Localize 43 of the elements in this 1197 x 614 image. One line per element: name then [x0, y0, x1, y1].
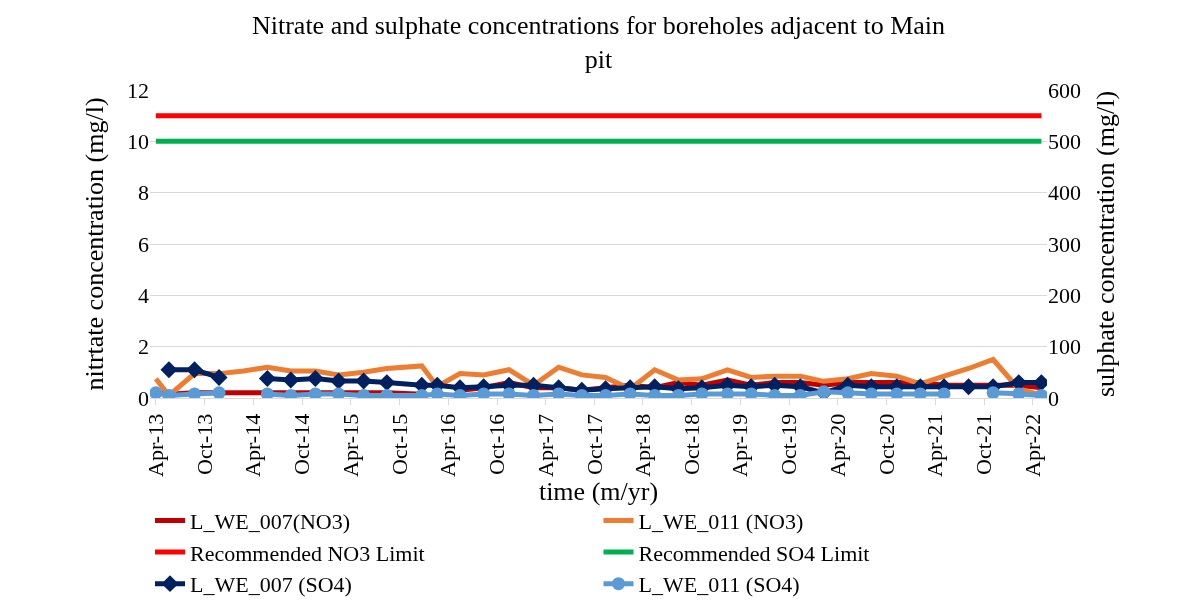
- x-tick-label: Apr-15: [337, 413, 363, 477]
- legend-label: L_WE_011 (SO4): [638, 572, 800, 598]
- y2-tick-label: 400: [1048, 180, 1081, 206]
- x-tick-label: Apr-17: [532, 413, 558, 477]
- legend-label: L_WE_007(NO3): [190, 509, 351, 535]
- legend-label: Recommended SO4 Limit: [638, 540, 870, 566]
- y-tick-label: 10: [127, 129, 149, 155]
- y2-tick-label: 200: [1048, 283, 1081, 309]
- y-tick-label: 8: [138, 180, 149, 206]
- y2-tick-label: 500: [1048, 129, 1081, 155]
- x-tick-label: Apr-19: [727, 413, 753, 477]
- x-tick-label: Oct-14: [289, 413, 315, 475]
- x-tick-label: Oct-17: [581, 413, 607, 475]
- x-tick-label: Apr-14: [240, 413, 266, 477]
- chart-title: Nitrate and sulphate concentrations for boreholes adjacent to Main pit: [251, 10, 946, 74]
- y-tick-label: 4: [138, 283, 149, 309]
- y-axis-title: nitrtate concentration (mg/l): [80, 97, 110, 391]
- x-tick-label: Oct-18: [678, 413, 704, 475]
- x-tick-label: Oct-15: [386, 413, 412, 475]
- y-tick-label: 2: [138, 334, 149, 360]
- y2-axis-title: sulphate concentration (mg/l): [1090, 90, 1120, 398]
- x-tick-label: Oct-21: [971, 413, 997, 475]
- legend-label: Recommended NO3 Limit: [190, 540, 425, 566]
- x-tick-label: Apr-20: [825, 413, 851, 477]
- x-tick-label: Oct-16: [484, 413, 510, 475]
- y2-tick-label: 0: [1048, 385, 1059, 411]
- x-tick-label: Apr-13: [143, 413, 169, 477]
- y2-tick-label: 300: [1048, 231, 1081, 257]
- y-tick-label: 6: [138, 231, 149, 257]
- x-axis-title: time (m/yr): [538, 476, 659, 506]
- legend-label: L_WE_007 (SO4): [190, 572, 352, 598]
- x-tick-label: Oct-20: [873, 413, 899, 475]
- y-tick-label: 0: [138, 385, 149, 411]
- y-tick-label: 12: [127, 77, 149, 103]
- x-tick-label: Apr-21: [922, 413, 948, 477]
- y2-tick-label: 100: [1048, 334, 1081, 360]
- legend-label: L_WE_011 (NO3): [638, 509, 804, 535]
- x-tick-label: Apr-22: [1019, 413, 1045, 477]
- x-tick-label: Oct-13: [191, 413, 217, 475]
- y2-tick-label: 600: [1048, 77, 1081, 103]
- x-tick-label: Apr-18: [630, 413, 656, 477]
- x-tick-label: Apr-16: [435, 413, 461, 477]
- x-tick-label: Oct-19: [776, 413, 802, 475]
